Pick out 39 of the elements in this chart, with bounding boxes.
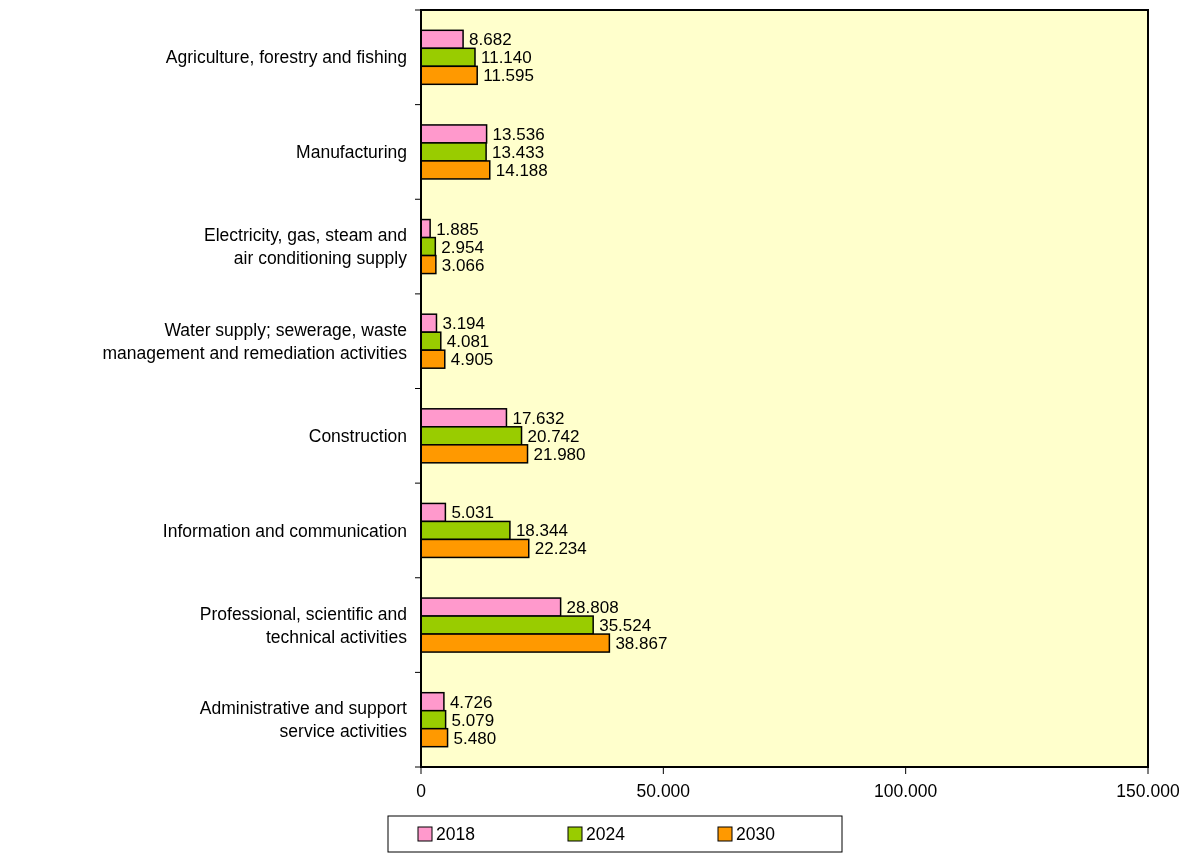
- legend-label: 2018: [436, 824, 475, 845]
- data-label: 20.742: [527, 426, 580, 446]
- data-label: 5.480: [453, 728, 497, 748]
- data-label: 4.081: [446, 332, 490, 352]
- data-label: 13.433: [492, 142, 545, 162]
- data-label: 14.188: [495, 160, 548, 180]
- data-label: 28.808: [566, 598, 619, 618]
- x-tick-label: 150.000: [1116, 781, 1180, 801]
- data-label: 3.066: [441, 255, 485, 275]
- data-label: 1.885: [436, 219, 479, 239]
- y-tick-label: Agriculture, forestry and fishing: [165, 47, 407, 68]
- legend-label: 2030: [736, 824, 776, 845]
- data-label: 4.905: [450, 350, 494, 370]
- data-label: 35.524: [599, 616, 652, 636]
- data-label: 5.031: [451, 503, 494, 523]
- y-tick-label: Construction: [308, 425, 407, 446]
- data-label: 13.536: [492, 124, 545, 144]
- data-label: 4.726: [449, 692, 493, 712]
- data-label: 38.867: [615, 634, 668, 654]
- x-tick-label: 100.000: [874, 781, 938, 801]
- data-label: 21.980: [533, 444, 586, 464]
- data-label: 11.595: [483, 66, 534, 86]
- data-label: 22.234: [534, 539, 587, 559]
- y-tick-label: Manufacturing: [296, 142, 407, 163]
- x-tick-label: 0: [416, 781, 427, 801]
- data-label: 2.954: [441, 237, 484, 257]
- y-tick-label: Water supply; sewerage, waste management and remediation activities: [102, 319, 408, 363]
- data-label: 18.344: [515, 521, 568, 541]
- data-label: 8.682: [469, 30, 512, 50]
- y-tick-label: Administrative and support service activities: [199, 698, 408, 742]
- data-label: 17.632: [512, 408, 565, 428]
- x-tick-label: 50.000: [636, 781, 691, 801]
- data-label: 5.079: [451, 710, 495, 730]
- data-label: 3.194: [442, 314, 486, 334]
- y-tick-label: Information and communication: [162, 520, 407, 541]
- y-tick-label: Electricity, gas, steam and air conditioning supply: [204, 225, 408, 269]
- data-label: 11.140: [480, 48, 532, 68]
- legend-label: 2024: [586, 824, 626, 845]
- y-tick-label: Professional, scientific and technical activities: [199, 603, 408, 647]
